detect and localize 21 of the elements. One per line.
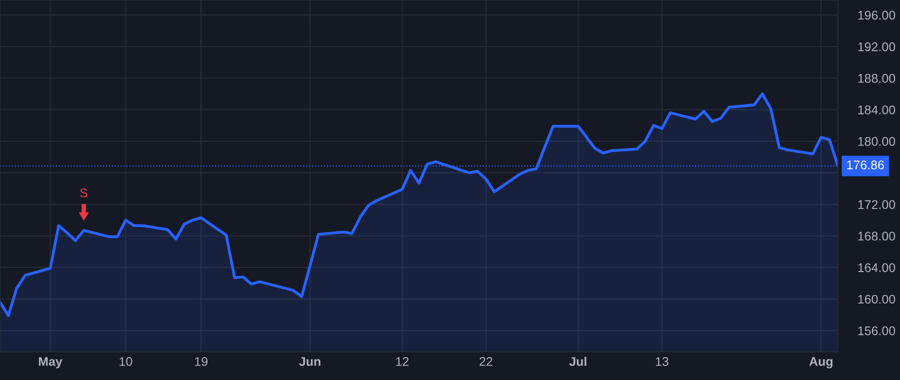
x-tick-label: 22 [480,357,492,366]
y-tick-label: 164.00 [858,263,896,272]
y-tick-label: 156.00 [858,326,896,336]
y-tick-label: 184.00 [858,105,896,114]
x-tick-label: 13 [656,357,668,366]
annotation: S [80,188,88,198]
x-tick-label: Aug [809,357,832,368]
y-tick-label: 196.00 [858,10,896,20]
y-tick-label: 160.00 [858,294,896,304]
x-tick-label: 12 [396,357,409,366]
x-tick-label: 10 [120,357,132,366]
y-tick-label: 172.00 [858,200,896,209]
x-tick-label: Jun [299,357,320,366]
x-tick-label: May [38,357,62,368]
y-tick-label: 168.00 [858,232,896,241]
ref-line-label: 176.86 [847,160,884,170]
x-tick-label: 19 [195,357,208,366]
x-tick-label: Jul [569,356,586,366]
y-tick-label: 192.00 [858,42,896,52]
y-tick-label: 180.00 [858,137,896,146]
y-tick-label: 188.00 [858,74,896,83]
